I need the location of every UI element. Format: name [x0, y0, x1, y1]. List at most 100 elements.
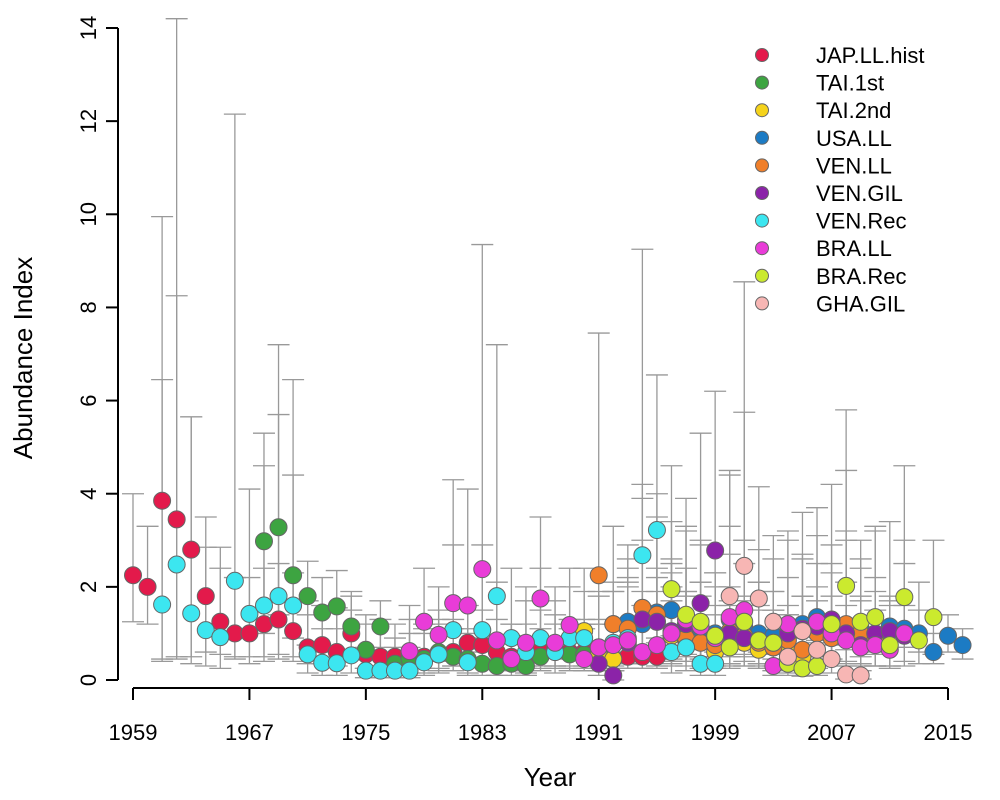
data-point	[633, 643, 652, 662]
data-point	[298, 645, 317, 664]
data-point	[662, 580, 681, 599]
error-bar	[165, 18, 188, 658]
data-point	[254, 532, 273, 551]
axes: 0 2 4 6 8 10 12 14 1959 1967 1975 1983 1991 1999 2007 2…	[76, 16, 972, 745]
data-point	[313, 636, 332, 655]
data-point	[342, 646, 361, 665]
data-point	[647, 636, 666, 655]
data-point	[939, 626, 957, 645]
data-point	[953, 636, 972, 655]
data-point	[677, 638, 696, 657]
legend-marker	[755, 296, 769, 311]
legend-label: TAI.1st	[816, 71, 884, 96]
data-point	[575, 650, 594, 669]
legend-item: VEN.LL	[755, 153, 892, 178]
data-point	[284, 622, 303, 641]
legend-item: JAP.LL.hist	[755, 43, 924, 68]
legend-item: TAI.1st	[755, 71, 884, 96]
legend-item: VEN.GIL	[755, 181, 903, 206]
x-tick-label: 2007	[807, 720, 856, 745]
legend-item: VEN.Rec	[755, 209, 906, 234]
data-point	[735, 612, 754, 631]
data-point	[342, 617, 361, 636]
series-VEN.Rec	[153, 521, 725, 680]
error-bar	[413, 567, 436, 658]
legend-marker	[755, 158, 769, 173]
error-bar	[631, 248, 654, 651]
data-point	[837, 631, 856, 650]
data-point	[429, 645, 448, 664]
data-point	[677, 605, 696, 624]
error-bar	[122, 493, 144, 623]
legend-label: USA.LL	[816, 126, 892, 151]
data-point	[691, 612, 710, 631]
series-BRA.Rec	[662, 576, 943, 678]
data-point	[400, 661, 419, 680]
error-bar	[136, 525, 159, 625]
data-point	[371, 617, 390, 636]
data-point	[618, 631, 637, 650]
error-bar	[223, 113, 246, 658]
y-axis-title: Abundance Index	[8, 257, 38, 459]
data-point	[866, 608, 885, 627]
data-point	[327, 654, 346, 673]
error-bar	[471, 243, 494, 639]
data-point	[284, 566, 303, 585]
y-tick-label: 4	[76, 488, 101, 500]
legend-item: BRA.LL	[755, 236, 892, 261]
x-tick-label: 2015	[924, 720, 973, 745]
x-tick-label: 1999	[691, 720, 740, 745]
data-point	[473, 560, 492, 579]
data-point	[924, 643, 943, 662]
legend-label: BRA.LL	[816, 236, 892, 261]
y-tick-label: 14	[76, 16, 101, 40]
legend-item: GHA.GIL	[755, 291, 905, 316]
data-point	[822, 650, 841, 669]
data-point	[706, 654, 725, 673]
legend-marker	[755, 241, 769, 256]
data-point	[473, 621, 492, 640]
data-point	[706, 626, 725, 645]
data-point	[546, 633, 565, 652]
data-point	[720, 638, 739, 657]
error-bar	[151, 378, 174, 663]
data-point	[895, 588, 914, 607]
legend-marker	[755, 130, 769, 145]
y-tick-label: 0	[76, 674, 101, 686]
data-point	[167, 510, 186, 529]
data-point	[880, 636, 899, 655]
data-point	[808, 640, 827, 659]
data-point	[531, 589, 550, 608]
data-point	[298, 587, 317, 606]
data-point	[706, 541, 725, 560]
error-bar	[529, 516, 552, 649]
data-point	[327, 597, 346, 616]
data-point	[895, 624, 914, 643]
data-point	[269, 518, 288, 537]
legend-label: JAP.LL.hist	[816, 43, 924, 68]
data-point	[662, 624, 681, 643]
legend-label: VEN.Rec	[816, 209, 906, 234]
data-point	[429, 625, 448, 644]
data-point	[269, 610, 288, 629]
data-point	[604, 666, 623, 685]
legend-label: TAI.2nd	[816, 98, 891, 123]
data-point	[211, 628, 230, 647]
x-tick-label: 1959	[109, 720, 158, 745]
data-point	[458, 596, 477, 615]
data-point	[240, 604, 259, 623]
data-point	[647, 521, 666, 540]
data-point	[502, 650, 521, 669]
legend-item: USA.LL	[755, 126, 892, 151]
data-point	[647, 612, 666, 631]
legend-label: BRA.Rec	[816, 264, 906, 289]
data-point	[415, 612, 434, 631]
data-point	[909, 631, 928, 650]
data-point	[153, 595, 172, 614]
legend-label: VEN.LL	[816, 153, 892, 178]
data-point	[167, 555, 186, 574]
series-GHA.GIL	[720, 556, 870, 685]
data-point	[924, 608, 943, 627]
